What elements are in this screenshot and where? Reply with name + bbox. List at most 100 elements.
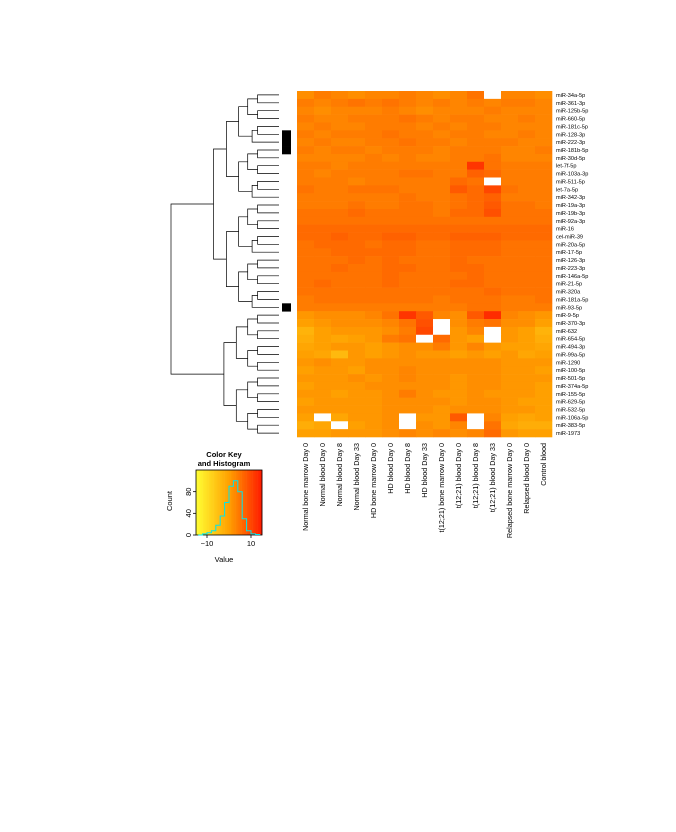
dendrogram-branch [257, 346, 279, 355]
heatmap-cell [365, 342, 383, 351]
color-key-swatch [231, 470, 233, 535]
heatmap-cell [416, 98, 434, 108]
heatmap-cell [416, 295, 434, 304]
color-key-swatch [242, 470, 244, 535]
heatmap-cell [467, 319, 485, 328]
heatmap-cell [348, 106, 366, 115]
heatmap-cell [297, 161, 315, 170]
heatmap-cell [450, 248, 468, 257]
heatmap-cell [467, 326, 485, 336]
heatmap-cell [416, 256, 434, 265]
heatmap-cell [501, 193, 519, 202]
heatmap-cell [365, 146, 383, 155]
heatmap-cell [518, 91, 536, 100]
heatmap-cell [518, 106, 536, 115]
heatmap-cell [297, 169, 315, 178]
heatmap-cell [331, 224, 349, 233]
heatmap-cell [518, 366, 536, 375]
heatmap-cell [297, 350, 315, 359]
heatmap-cell [501, 342, 519, 351]
color-key-swatch [248, 470, 251, 535]
color-key-swatch [230, 470, 232, 535]
heatmap-cell [297, 381, 315, 391]
heatmap-cell [433, 374, 451, 383]
heatmap-cell [331, 374, 349, 383]
heatmap-cell [297, 374, 315, 383]
heatmap-cell [518, 122, 536, 131]
row-label: miR-383-5p [556, 423, 585, 429]
color-key-swatch [246, 470, 248, 535]
heatmap-cell [331, 216, 349, 225]
heatmap-cell [518, 429, 536, 438]
heatmap-cell [501, 429, 519, 438]
heatmap-cell [416, 326, 434, 336]
dendrogram-branch [238, 271, 253, 302]
color-key-swatch [196, 470, 198, 535]
heatmap-cell [297, 91, 315, 100]
heatmap-cell [433, 248, 451, 257]
color-key-swatch [209, 470, 211, 535]
heatmap-cell [399, 161, 417, 170]
color-key-xtick-label: 10 [247, 539, 255, 548]
heatmap-cell [314, 295, 332, 304]
heatmap-cell [518, 389, 536, 398]
heatmap-cell [365, 358, 383, 367]
heatmap-cell [501, 319, 519, 328]
heatmap-cell [518, 358, 536, 367]
heatmap-cell [331, 326, 349, 336]
heatmap-cell [433, 397, 451, 406]
heatmap-cell [416, 421, 434, 430]
heatmap-cell [297, 264, 315, 273]
heatmap-cell [450, 374, 468, 383]
heatmap-cell [382, 161, 400, 170]
heatmap-cell [297, 138, 315, 147]
heatmap-cell [450, 311, 468, 320]
heatmap-cell [535, 114, 553, 123]
heatmap-cell [331, 240, 349, 249]
row-label: miR-93-5p [556, 305, 582, 311]
heatmap-cell [484, 279, 502, 288]
heatmap-cell [501, 240, 519, 249]
heatmap-cell [518, 177, 536, 186]
heatmap-cell [535, 98, 553, 108]
color-key-swatch [249, 470, 252, 535]
heatmap-cell [314, 264, 332, 273]
heatmap-cells [297, 91, 553, 438]
heatmap-cell [467, 358, 485, 367]
heatmap-cell [365, 224, 383, 233]
heatmap-cell [501, 374, 519, 383]
row-side-colors [282, 130, 291, 312]
heatmap-cell [433, 201, 451, 210]
heatmap-cell [314, 381, 332, 391]
heatmap-cell [484, 326, 502, 336]
heatmap-cell [399, 138, 417, 147]
heatmap-cell [535, 169, 553, 178]
heatmap-cell [433, 224, 451, 233]
heatmap-cell [501, 216, 519, 225]
heatmap-cell [382, 319, 400, 328]
heatmap-cell [314, 177, 332, 186]
heatmap-cell [518, 138, 536, 147]
color-key-swatch [199, 470, 201, 535]
heatmap-cell [331, 389, 349, 398]
heatmap-cell [535, 405, 553, 414]
heatmap-cell [348, 311, 366, 320]
heatmap-cell [501, 264, 519, 273]
heatmap-cell [416, 248, 434, 257]
heatmap-cell [348, 319, 366, 328]
column-label: HD bone marrow Day 0 [369, 443, 378, 518]
heatmap-cell [467, 153, 485, 163]
heatmap-cell [518, 334, 536, 343]
heatmap-cell [450, 303, 468, 312]
heatmap-cell [348, 405, 366, 414]
heatmap-cell [433, 334, 451, 343]
heatmap-cell [433, 311, 451, 320]
heatmap-cell [501, 413, 519, 422]
heatmap-cell [382, 397, 400, 406]
color-key-swatch [253, 470, 255, 535]
heatmap-cell [467, 98, 485, 108]
dendrogram-branch [226, 231, 239, 287]
heatmap-cell [399, 350, 417, 359]
heatmap-cell [467, 350, 485, 359]
heatmap-cell [399, 303, 417, 312]
